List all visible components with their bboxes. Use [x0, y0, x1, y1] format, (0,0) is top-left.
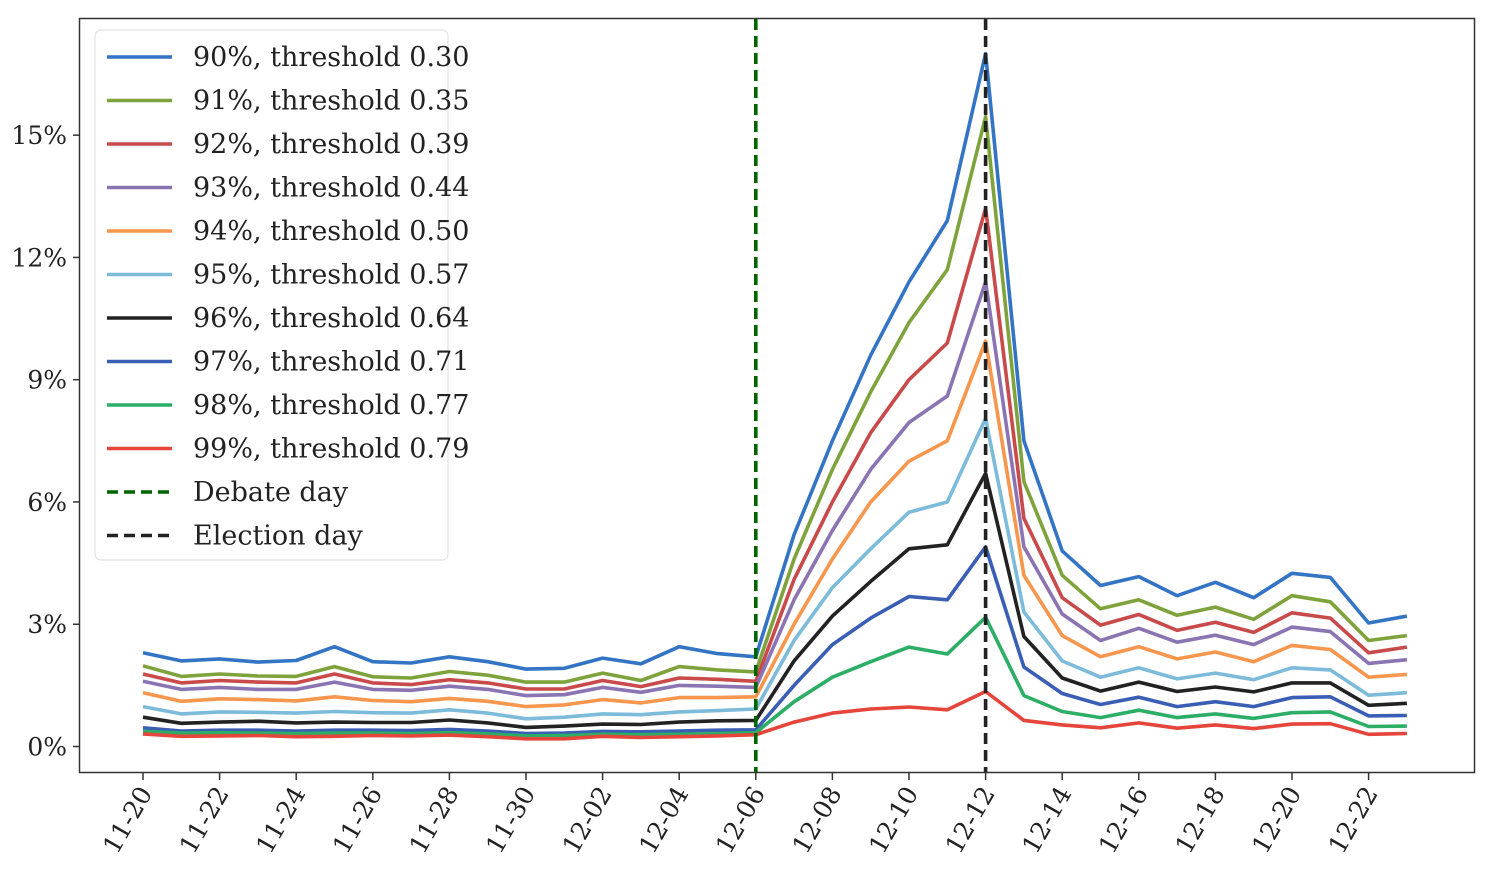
legend-label-2: 92%, threshold 0.39 — [193, 129, 469, 160]
x-axis: 11-20 11-22 11-24 11-26 11-28 11-30 12-02 12-04… — [97, 773, 1384, 858]
series-line-7 — [142, 544, 1407, 736]
x-tick-label-10: 12-10 — [863, 782, 924, 859]
legend-label-5: 95%, threshold 0.57 — [193, 260, 469, 291]
y-tick-label-1: 3% — [27, 610, 67, 639]
series-line-3 — [142, 280, 1408, 698]
legend: 90%, threshold 0.30 91%, threshold 0.35 92… — [94, 29, 469, 561]
x-tick-label-3: 11-26 — [327, 782, 388, 859]
y-tick-label-4: 12% — [11, 243, 67, 272]
legend-label-0: 90%, threshold 0.30 — [193, 42, 469, 73]
series-line-9 — [142, 689, 1407, 741]
y-tick-label-3: 9% — [27, 366, 67, 395]
series-line-4 — [142, 339, 1408, 709]
legend-label-6: 96%, threshold 0.64 — [193, 303, 469, 334]
x-tick-label-6: 12-02 — [557, 782, 618, 859]
series-line-1 — [142, 115, 1408, 684]
y-tick-label-0: 0% — [27, 733, 67, 762]
series-line-5 — [142, 416, 1408, 721]
x-tick-label-13: 12-16 — [1093, 782, 1154, 859]
series-line-8 — [142, 615, 1407, 738]
x-tick-label-14: 12-18 — [1169, 782, 1230, 859]
x-tick-label-0: 11-20 — [97, 782, 158, 859]
legend-label-8: 98%, threshold 0.77 — [193, 390, 469, 421]
series-line-6 — [142, 471, 1407, 730]
legend-label-11: Election day — [193, 521, 364, 552]
x-tick-label-5: 11-30 — [480, 782, 541, 859]
x-tick-label-2: 11-24 — [250, 782, 311, 859]
x-tick-label-7: 12-04 — [633, 782, 694, 859]
legend-label-3: 93%, threshold 0.44 — [193, 173, 469, 204]
x-tick-label-16: 12-22 — [1323, 782, 1384, 859]
plot-frame — [78, 17, 1476, 774]
series-line-0 — [142, 51, 1408, 671]
x-tick-label-12: 12-14 — [1016, 782, 1077, 859]
x-tick-label-4: 11-28 — [403, 782, 464, 859]
y-tick-label-5: 15% — [11, 121, 67, 150]
legend-label-4: 94%, threshold 0.50 — [193, 216, 469, 247]
series-lines-layer — [142, 51, 1408, 741]
series-line-2 — [142, 206, 1408, 691]
legend-label-7: 97%, threshold 0.71 — [193, 347, 469, 378]
legend-box — [94, 29, 449, 561]
x-tick-label-8: 12-06 — [710, 782, 771, 859]
x-tick-label-1: 11-22 — [174, 782, 235, 859]
legend-label-10: Debate day — [193, 477, 349, 508]
x-tick-label-11: 12-12 — [940, 782, 1001, 859]
legend-label-9: 99%, threshold 0.79 — [193, 434, 469, 465]
x-tick-label-15: 12-20 — [1246, 782, 1307, 859]
event-lines-layer — [753, 19, 988, 773]
y-tick-label-2: 6% — [27, 488, 67, 517]
legend-label-1: 91%, threshold 0.35 — [193, 86, 469, 117]
x-tick-label-9: 12-08 — [786, 782, 847, 859]
y-axis: 0% 3% 6% 9% 12% 15% — [11, 121, 80, 762]
